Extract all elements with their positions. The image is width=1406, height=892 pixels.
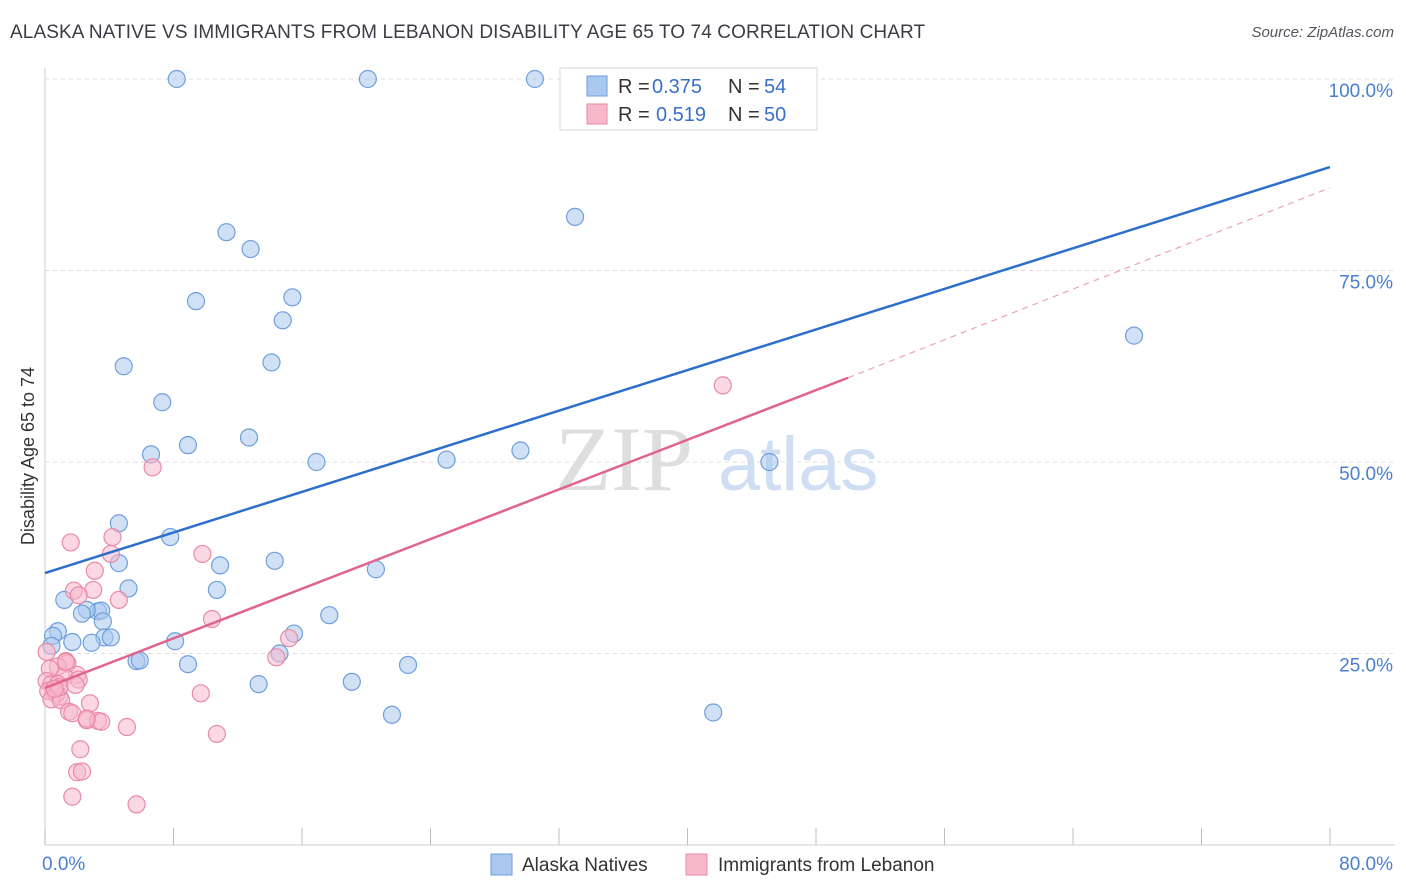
legend-r-value-1: 0.375 [652,76,702,98]
trend-lines [44,165,1331,690]
lebanon-point-42 [72,762,92,781]
source-label: Source: ZipAtlas.com [1251,24,1394,41]
lebanon-point-45 [77,709,96,728]
alaska-natives-point-23 [210,556,230,575]
alaska-natives-point-19 [307,452,326,472]
lebanon-point-2 [61,533,80,552]
alaska-natives-point-4 [565,207,585,226]
tick-labels: 25.0% 50.0% 75.0% 100.0% 0.0% 80.0% [42,81,1393,875]
x-tick-label-0: 0.0% [42,854,85,875]
lebanon-point-6 [85,561,104,580]
alaska-natives-point-53 [704,703,723,722]
chart-title: ALASKA NATIVE VS IMMIGRANTS FROM LEBANON… [10,22,926,43]
alaska-natives-point-41 [63,632,82,652]
alaska-natives-point-7 [283,288,302,307]
trend-line-lebanon-extension [847,187,1331,379]
y-axis-label: Disability Age 65 to 74 [18,367,38,545]
lebanon-point-9 [69,586,88,605]
legend-swatch-pink [586,103,608,125]
watermark-atlas: atlas [718,422,879,507]
lebanon-point-3 [103,527,122,547]
alaska-natives-point-6 [241,239,260,259]
lebanon-point-13 [267,648,286,667]
bottom-legend-swatch-blue [490,853,513,876]
alaska-natives-point-34 [320,606,339,625]
alaska-natives-point-39 [101,628,120,647]
alaska-natives-point-14 [239,428,259,447]
lebanon-point-12 [280,629,299,648]
bottom-legend-label-blue: Alaska Natives [522,855,648,876]
lebanon-point-40 [71,740,90,759]
axes [44,68,1395,846]
series-legend: Alaska Natives Immigrants from Lebanon [490,853,935,876]
trend-line-lebanon [44,376,849,690]
lebanon-point-32 [191,684,210,703]
alaska-natives-point-15 [178,436,198,455]
alaska-natives-point-18 [437,450,456,469]
alaska-natives-point-50 [249,675,268,694]
alaska-natives-point-48 [178,655,198,674]
alaska-natives-point-25 [265,551,284,570]
trend-line-alaska-natives [44,165,1331,575]
alaska-natives-point-12 [114,357,133,376]
lebanon-point-44 [127,795,146,814]
watermark-zip: ZIP [555,408,693,510]
y-tick-label-0: 25.0% [1339,656,1393,677]
legend-n-label-1: N = [728,76,760,98]
alaska-natives-point-40 [82,633,101,652]
legend-r-value-2: 0.519 [656,104,706,126]
legend-r-label-2: R = [618,104,650,126]
alaska-natives-point-8 [186,292,206,311]
lebanon-point-10 [109,590,128,609]
alaska-natives-point-11 [262,353,281,372]
alaska-natives-point-10 [1124,326,1144,345]
alaska-natives-point-49 [398,655,418,675]
lebanon-point-47 [56,652,75,672]
alaska-natives-point-5 [217,223,236,242]
alaska-natives-point-0 [167,69,186,89]
alaska-natives-point-20 [760,452,779,472]
lebanon-point-14 [37,642,56,662]
bottom-legend-swatch-pink [685,853,708,876]
legend-n-value-1: 54 [764,76,786,98]
alaska-natives-point-33 [72,604,92,623]
legend-n-value-2: 50 [764,104,786,126]
lebanon-point-1 [143,458,162,477]
lebanon-point-43 [63,787,82,806]
alaska-natives-point-17 [511,441,530,460]
alaska-natives-point-13 [153,393,172,412]
alaska-natives-point-51 [342,672,361,691]
x-tick-label-1: 80.0% [1339,854,1393,875]
legend-swatch-blue [586,75,608,97]
lebanon-point-0 [713,376,732,395]
alaska-natives-point-1 [358,69,377,89]
lebanon-point-5 [193,544,212,564]
legend-n-label-2: N = [728,104,760,126]
y-tick-label-1: 50.0% [1339,464,1393,485]
alaska-natives-point-35 [93,612,112,631]
lebanon-point-38 [117,717,137,737]
alaska-natives-point-2 [525,69,545,89]
lebanon-point-39 [207,724,226,744]
alaska-natives-point-52 [382,705,402,724]
grid-lines [45,78,1395,654]
alaska-natives-point-28 [207,580,226,600]
bottom-legend-label-pink: Immigrants from Lebanon [718,855,935,876]
legend-r-label-1: R = [618,76,650,98]
y-tick-label-3: 100.0% [1329,81,1394,102]
lebanon-point-31 [80,694,100,713]
correlation-legend: R = 0.375 N = 54 R = 0.519 N = 50 [559,67,818,131]
alaska-natives-point-9 [273,311,292,330]
y-tick-label-2: 75.0% [1339,273,1393,294]
